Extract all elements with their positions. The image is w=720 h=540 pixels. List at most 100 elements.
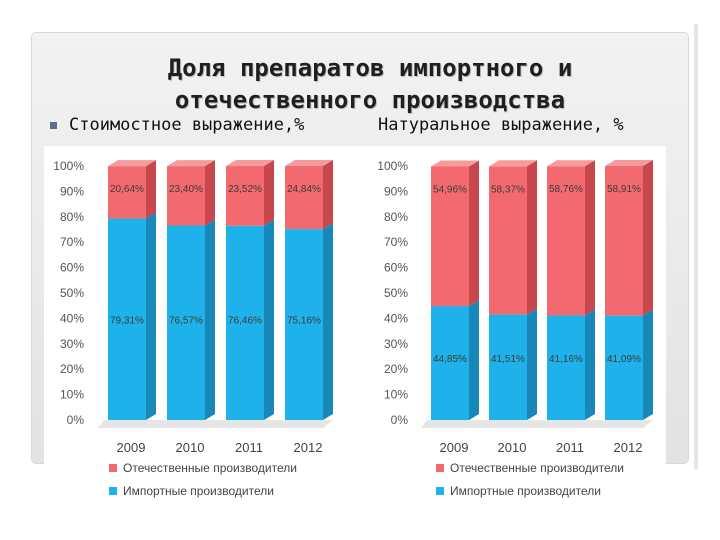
bar-domestic-2012 xyxy=(605,166,643,316)
x-tick-label: 2010 xyxy=(498,440,527,455)
chart-2: 0% 10% 20% 30% 40% 50% 60% 70% 80% 90% 100% 54,96% 4… xyxy=(377,159,653,498)
y-tick-label: 0% xyxy=(67,413,85,427)
y-tick-label: 30% xyxy=(384,337,408,351)
data-label-domestic: 20,64% xyxy=(110,184,144,195)
bar-imported-2010 xyxy=(167,225,205,420)
bar-imported-side xyxy=(585,309,595,420)
legend-swatch xyxy=(109,464,117,472)
data-label-imported: 41,51% xyxy=(491,354,525,365)
bar-domestic-2009 xyxy=(431,166,469,307)
data-label-domestic: 54,96% xyxy=(433,184,467,195)
bar-group-2011: 23,52% 76,46% xyxy=(226,160,274,420)
bar-domestic-2011 xyxy=(226,166,264,226)
bar-top xyxy=(108,160,156,167)
slide-title: Доля препаратов импортного и отечественн… xyxy=(60,52,680,116)
bar-domestic-2010 xyxy=(167,166,205,226)
y-tick-label: 70% xyxy=(384,235,408,249)
y-tick-label: 40% xyxy=(60,311,84,325)
bar-imported-side xyxy=(146,212,156,420)
subtitle-cost: Стоимостное выражение,% xyxy=(69,115,305,135)
y-tick-label: 0% xyxy=(391,413,409,427)
title-line-1: Доля препаратов импортного и xyxy=(167,54,573,82)
data-label-imported: 76,57% xyxy=(169,316,203,327)
bar-domestic-side xyxy=(643,160,653,316)
x-tick-label: 2011 xyxy=(556,440,584,455)
bar-top xyxy=(605,160,653,166)
y-tick-label: 20% xyxy=(60,362,84,376)
bar-imported-side xyxy=(527,308,537,420)
data-label-imported: 44,85% xyxy=(433,354,467,365)
bar-domestic-2009 xyxy=(108,166,146,219)
subtitle-natural: Натуральное выражение, % xyxy=(378,115,624,135)
data-label-domestic: 24,84% xyxy=(287,184,321,195)
y-tick-label: 10% xyxy=(60,388,84,402)
bar-imported-2010 xyxy=(489,314,527,420)
y-tick-label: 80% xyxy=(384,210,408,224)
bar-top xyxy=(285,160,333,166)
y-tick-label: 40% xyxy=(384,311,408,325)
bullet-square-icon xyxy=(50,122,57,129)
y-tick-label: 90% xyxy=(384,184,408,198)
y-tick-label: 100% xyxy=(53,159,84,173)
bar-domestic-side xyxy=(205,160,215,226)
bar-imported-side xyxy=(643,309,653,420)
data-label-imported: 79,31% xyxy=(110,316,144,327)
y-tick-label: 60% xyxy=(60,261,84,275)
x-tick-label: 2012 xyxy=(294,440,323,455)
slide-frame-edge xyxy=(694,24,698,469)
bar-group-2010: 23,40% 76,57% xyxy=(167,160,215,420)
bar-top xyxy=(167,160,215,167)
bar-group-2012: 58,91% 41,09% xyxy=(605,160,653,420)
bar-imported-2012 xyxy=(605,315,643,420)
bar-top xyxy=(226,160,274,167)
bar-group-2009: 54,96% 44,85% xyxy=(431,160,479,420)
bar-domestic-side xyxy=(585,160,595,316)
legend-label: Отечественные производители xyxy=(450,461,624,475)
data-label-domestic: 58,76% xyxy=(549,184,583,195)
data-label-imported: 75,16% xyxy=(287,316,321,327)
bar-imported-side xyxy=(323,223,333,420)
charts-svg: 0% 10% 20% 30% 40% 50% 60% 70% 80% 90% 100% 20,64% 7… xyxy=(53,159,653,498)
bar-domestic-2011 xyxy=(547,166,585,316)
bar-top xyxy=(431,160,479,167)
bar-group-2009: 20,64% 79,31% xyxy=(108,160,156,420)
data-label-imported: 41,09% xyxy=(607,354,641,365)
x-tick-label: 2012 xyxy=(614,440,643,455)
chart-floor xyxy=(421,420,653,428)
x-tick-label: 2010 xyxy=(176,440,205,455)
data-label-domestic: 58,37% xyxy=(491,184,525,195)
bar-domestic-side xyxy=(323,160,333,230)
x-tick-label: 2009 xyxy=(440,440,469,455)
bar-domestic-side xyxy=(469,160,479,307)
x-tick-label: 2011 xyxy=(235,440,263,455)
title-line-2: отечественного производства xyxy=(174,86,566,114)
legend-label: Импортные производители xyxy=(450,484,601,498)
bar-imported-2009 xyxy=(108,218,146,420)
chart-1: 0% 10% 20% 30% 40% 50% 60% 70% 80% 90% 100% 20,64% 7… xyxy=(53,159,333,498)
bar-domestic-side xyxy=(264,160,274,226)
y-tick-label: 30% xyxy=(60,337,84,351)
bar-group-2011: 58,76% 41,16% xyxy=(547,160,595,420)
y-tick-label: 60% xyxy=(384,261,408,275)
legend-swatch xyxy=(436,487,444,495)
legend-label: Отечественные производители xyxy=(123,461,297,475)
bar-imported-side xyxy=(205,219,215,420)
data-label-domestic: 23,40% xyxy=(169,184,203,195)
y-tick-label: 50% xyxy=(384,286,408,300)
bar-domestic-side xyxy=(146,160,156,219)
bar-imported-side xyxy=(264,219,274,420)
data-label-imported: 41,16% xyxy=(549,354,583,365)
y-tick-label: 100% xyxy=(377,159,408,173)
y-tick-label: 20% xyxy=(384,362,408,376)
y-tick-label: 70% xyxy=(60,235,84,249)
bar-domestic-2012 xyxy=(285,166,323,230)
bar-top xyxy=(547,160,595,167)
bar-imported-2012 xyxy=(285,229,323,420)
y-tick-label: 90% xyxy=(60,184,84,198)
x-tick-label: 2009 xyxy=(117,440,146,455)
bar-imported-2011 xyxy=(547,315,585,420)
charts-panel: 0% 10% 20% 30% 40% 50% 60% 70% 80% 90% 100% 20,64% 7… xyxy=(44,146,666,516)
data-label-domestic: 58,91% xyxy=(607,184,641,195)
chart-floor xyxy=(98,420,333,428)
bar-top xyxy=(489,160,537,167)
